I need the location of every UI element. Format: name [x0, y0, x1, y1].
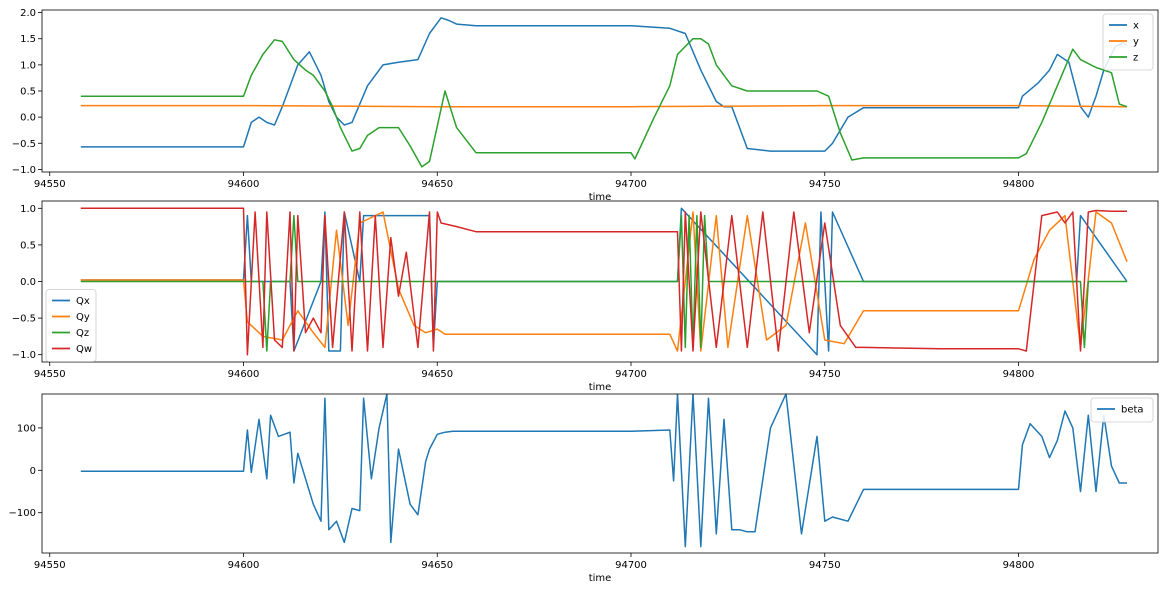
y-tick-label: 2.0: [20, 8, 36, 19]
legend-label-y: y: [1133, 37, 1139, 48]
x-tick-label: 94600: [228, 560, 260, 571]
x-tick-label: 94700: [615, 179, 647, 190]
legend-label-qy: Qy: [76, 312, 90, 323]
y-tick-label: 0.5: [20, 240, 36, 251]
x-tick-label: 94650: [421, 369, 453, 380]
legend: Qx Qy Qz Qw: [45, 289, 97, 362]
series-line-beta: [80, 394, 1127, 548]
x-tick-label: 94750: [809, 369, 841, 380]
series-line-y: [80, 104, 1128, 108]
chart-panel-1: 94550 94600 94650 94700 94750 94800 −1.0 −0.5 0.…: [12, 8, 1159, 203]
x-tick-label: 94700: [615, 369, 647, 380]
y-tick-label: −1.0: [12, 350, 36, 361]
series-group: [80, 394, 1127, 548]
x-tick-label: 94600: [228, 179, 260, 190]
series-line-z: [80, 37, 1128, 168]
series-group: [80, 207, 1128, 356]
legend: beta: [1090, 397, 1154, 423]
legend: xyz: [1102, 13, 1154, 71]
x-tick-label: 94750: [809, 179, 841, 190]
legend-box: [45, 289, 97, 362]
plot-frame: [41, 9, 1159, 173]
x-axis-label: time: [589, 192, 612, 203]
series-line-qz: [80, 214, 1127, 352]
x-tick-label: 94650: [421, 560, 453, 571]
x-tick-label: 94800: [1003, 560, 1035, 571]
x-tick-label: 94800: [1003, 369, 1035, 380]
y-tick-label: 100: [17, 423, 36, 434]
legend-box: [1102, 13, 1154, 71]
legend-label-z: z: [1133, 53, 1138, 64]
x-tick-label: 94700: [615, 560, 647, 571]
x-axis-label: time: [589, 382, 612, 393]
series-line-qw: [80, 207, 1127, 356]
series-line-qy: [80, 211, 1128, 352]
x-tick-label: 94750: [809, 560, 841, 571]
legend-label-x: x: [1133, 21, 1139, 32]
y-tick-label: −0.5: [12, 139, 36, 150]
x-tick-label: 94550: [34, 369, 66, 380]
y-tick-label: −1.0: [12, 165, 36, 176]
chart-panel-3: 94550 94600 94650 94700 94750 94800 −100 0 100 ti…: [9, 393, 1159, 584]
y-tick-label: 0.5: [20, 87, 36, 98]
y-tick-label: 0.0: [20, 113, 36, 124]
legend-box: [1090, 397, 1154, 423]
y-tick-label: 1.0: [20, 204, 36, 215]
legend-label-qx: Qx: [76, 296, 90, 307]
y-tick-label: 1.0: [20, 60, 36, 71]
y-tick-label: 1.5: [20, 34, 36, 45]
x-axis-label: time: [589, 573, 612, 584]
x-tick-label: 94600: [228, 369, 260, 380]
y-tick-label: −0.5: [12, 314, 36, 325]
legend-label-qz: Qz: [76, 328, 89, 339]
x-tick-label: 94650: [421, 179, 453, 190]
x-tick-label: 94550: [34, 560, 66, 571]
plot-frame: [41, 393, 1159, 554]
legend-label-qw: Qw: [76, 344, 92, 355]
legend-label-beta: beta: [1121, 405, 1144, 416]
chart-panel-2: 94550 94600 94650 94700 94750 94800 −1.0 −0.5 0.…: [12, 200, 1159, 393]
x-tick-label: 94550: [34, 179, 66, 190]
series-line-x: [80, 17, 1128, 152]
series-group: [80, 17, 1128, 168]
y-tick-label: 0.0: [20, 277, 36, 288]
y-tick-label: −100: [9, 508, 36, 519]
x-tick-label: 94800: [1003, 179, 1035, 190]
y-tick-label: 0: [30, 466, 36, 477]
